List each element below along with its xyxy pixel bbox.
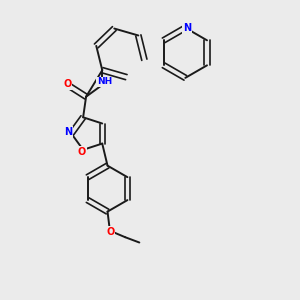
Text: N: N (64, 127, 73, 137)
Text: O: O (106, 227, 115, 237)
Text: O: O (63, 79, 72, 89)
Text: NH: NH (97, 77, 112, 86)
Text: O: O (77, 147, 86, 157)
Text: N: N (183, 23, 191, 33)
